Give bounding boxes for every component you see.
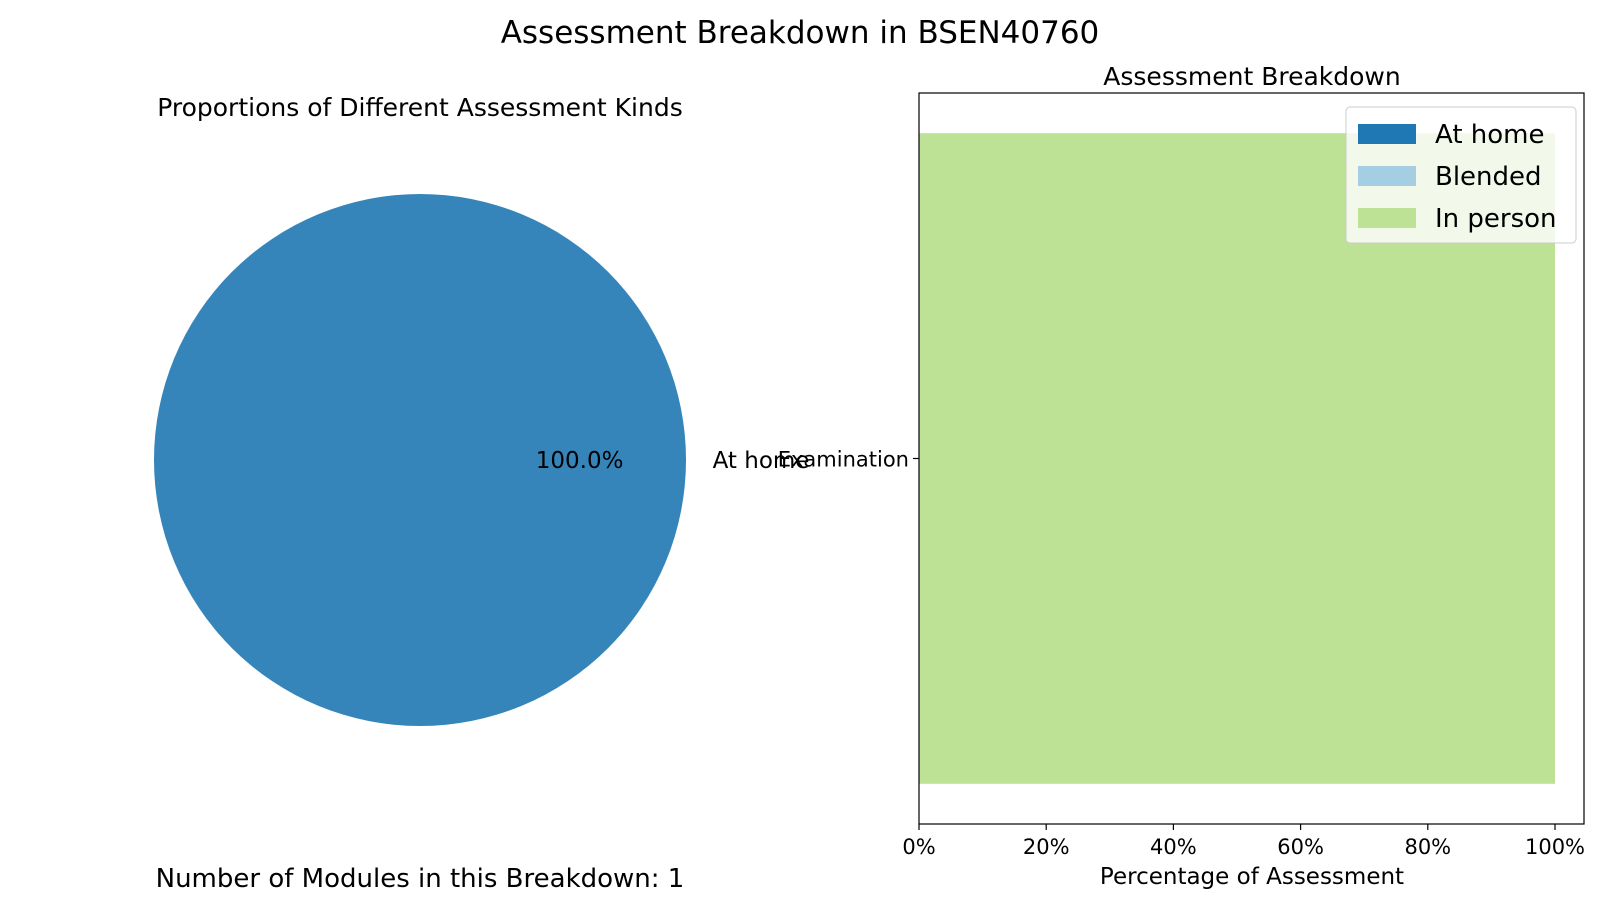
- modules-count-footnote: Number of Modules in this Breakdown: 1: [156, 864, 685, 894]
- pie-chart: Proportions of Different Assessment Kind…: [154, 93, 809, 726]
- bar-chart-title: Assessment Breakdown: [1103, 62, 1400, 91]
- legend-swatch: [1358, 208, 1416, 228]
- legend-label: Blended: [1435, 162, 1542, 192]
- pie-title: Proportions of Different Assessment Kind…: [157, 93, 683, 122]
- legend-swatch: [1358, 166, 1416, 186]
- bar-chart: Assessment Breakdown 0% 20% 40% 60% 80% 100% …: [778, 62, 1585, 890]
- figure-suptitle: Assessment Breakdown in BSEN40760: [501, 15, 1100, 51]
- x-tick-label: 60%: [1277, 835, 1324, 859]
- x-tick-label: 20%: [1023, 835, 1070, 859]
- x-tick-label: 0%: [902, 835, 935, 859]
- y-tick-label: Examination: [778, 448, 909, 472]
- x-tick-label: 80%: [1404, 835, 1451, 859]
- pie-percent-label: 100.0%: [536, 448, 624, 474]
- y-axis-ticks: Examination: [778, 448, 919, 472]
- legend-swatch: [1358, 124, 1416, 144]
- x-axis-ticks: 0% 20% 40% 60% 80% 100%: [902, 824, 1585, 859]
- pie-slice-label: At home: [713, 448, 810, 474]
- legend-label: At home: [1435, 120, 1545, 150]
- pie-slice: [154, 194, 686, 726]
- legend: At home Blended In person: [1345, 106, 1577, 244]
- x-tick-label: 40%: [1150, 835, 1197, 859]
- pie-slices: At home 100.0%: [154, 194, 809, 726]
- x-tick-label: 100%: [1525, 835, 1585, 859]
- x-axis-label: Percentage of Assessment: [1100, 864, 1404, 890]
- legend-label: In person: [1435, 204, 1557, 234]
